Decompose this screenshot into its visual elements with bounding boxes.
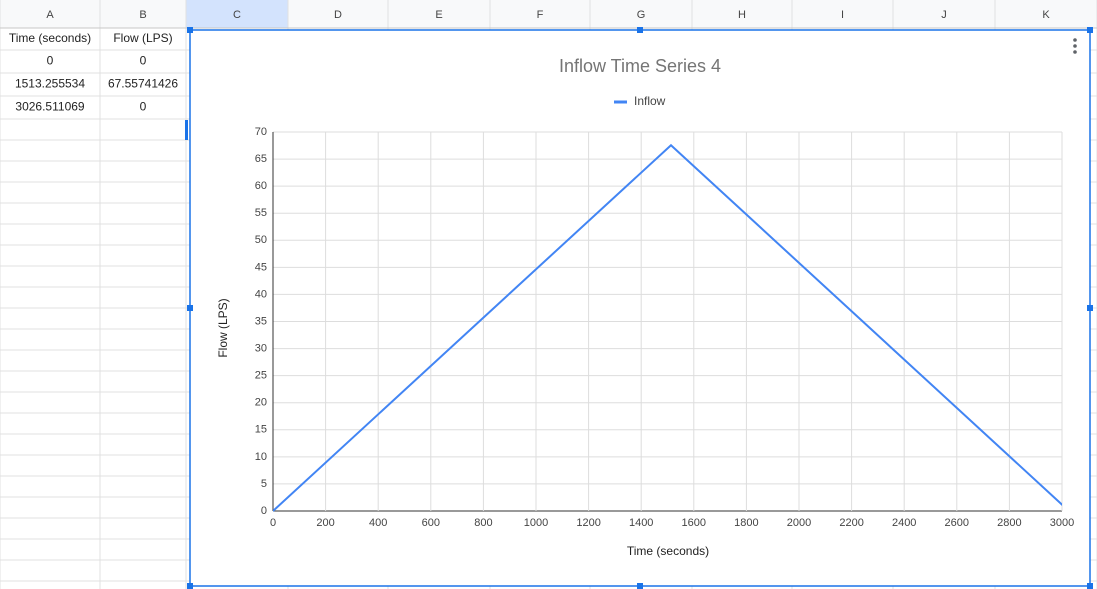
y-tick-label: 60 — [255, 180, 267, 192]
x-tick-label: 2400 — [892, 517, 916, 529]
y-tick-label: 15 — [255, 424, 267, 436]
chart-menu[interactable] — [1073, 38, 1077, 54]
cell[interactable]: Time (seconds) — [9, 31, 91, 45]
column-header-selected — [186, 0, 288, 28]
legend-label: Inflow — [634, 94, 666, 108]
column-header-bar — [0, 0, 1097, 28]
column-header[interactable]: G — [637, 9, 646, 21]
chart-title: Inflow Time Series 4 — [559, 56, 721, 76]
y-tick-label: 25 — [255, 370, 267, 382]
x-tick-label: 1600 — [682, 517, 706, 529]
x-tick-label: 800 — [474, 517, 492, 529]
x-tick-label: 1000 — [524, 517, 548, 529]
x-tick-label: 2800 — [997, 517, 1021, 529]
column-header[interactable]: F — [537, 9, 544, 21]
column-header[interactable]: J — [941, 9, 947, 21]
resize-handle[interactable] — [637, 583, 643, 589]
resize-handle[interactable] — [187, 583, 193, 589]
y-axis-title: Flow (LPS) — [216, 298, 230, 357]
y-tick-label: 65 — [255, 153, 267, 165]
y-tick-label: 70 — [255, 126, 267, 138]
x-tick-label: 400 — [369, 517, 387, 529]
active-cell-edge — [185, 120, 188, 140]
x-tick-label: 1400 — [629, 517, 653, 529]
column-header[interactable]: D — [334, 9, 342, 21]
x-tick-label: 2000 — [787, 517, 811, 529]
resize-handle[interactable] — [1087, 27, 1093, 33]
column-header[interactable]: B — [139, 9, 146, 21]
column-header[interactable]: E — [435, 9, 442, 21]
x-tick-label: 2200 — [839, 517, 863, 529]
column-header[interactable]: I — [841, 9, 844, 21]
cell[interactable]: Flow (LPS) — [113, 31, 172, 45]
resize-handle[interactable] — [187, 305, 193, 311]
x-tick-label: 2600 — [945, 517, 969, 529]
column-header[interactable]: A — [46, 9, 54, 21]
x-tick-label: 600 — [422, 517, 440, 529]
column-header[interactable]: K — [1042, 9, 1050, 21]
column-header[interactable]: C — [233, 9, 241, 21]
chart-frame[interactable] — [189, 29, 1091, 587]
cell[interactable]: 3026.511069 — [15, 100, 85, 114]
resize-handle[interactable] — [187, 27, 193, 33]
y-tick-label: 50 — [255, 234, 267, 246]
resize-handle[interactable] — [1087, 305, 1093, 311]
cell[interactable]: 67.55741426 — [108, 77, 178, 91]
resize-handle[interactable] — [637, 27, 643, 33]
x-tick-label: 3000 — [1050, 517, 1074, 529]
cell[interactable]: 0 — [140, 100, 147, 114]
y-tick-label: 20 — [255, 397, 267, 409]
cell[interactable]: 1513.255534 — [15, 77, 85, 91]
x-tick-label: 0 — [270, 517, 276, 529]
y-tick-label: 30 — [255, 342, 267, 354]
x-tick-label: 200 — [316, 517, 334, 529]
y-tick-label: 35 — [255, 315, 267, 327]
data-line — [273, 143, 1062, 512]
y-tick-label: 40 — [255, 288, 267, 300]
cell[interactable]: 0 — [47, 54, 54, 68]
grid — [272, 131, 1063, 512]
y-tick-label: 45 — [255, 261, 267, 273]
y-tick-label: 55 — [255, 207, 267, 219]
y-tick-label: 0 — [261, 505, 267, 517]
resize-handle[interactable] — [1087, 583, 1093, 589]
x-tick-label: 1800 — [734, 517, 758, 529]
column-header[interactable]: H — [738, 9, 746, 21]
y-tick-label: 10 — [255, 451, 267, 463]
x-tick-label: 1200 — [576, 517, 600, 529]
x-axis-title: Time (seconds) — [627, 544, 709, 558]
cell[interactable]: 0 — [140, 54, 147, 68]
y-tick-label: 5 — [261, 478, 267, 490]
